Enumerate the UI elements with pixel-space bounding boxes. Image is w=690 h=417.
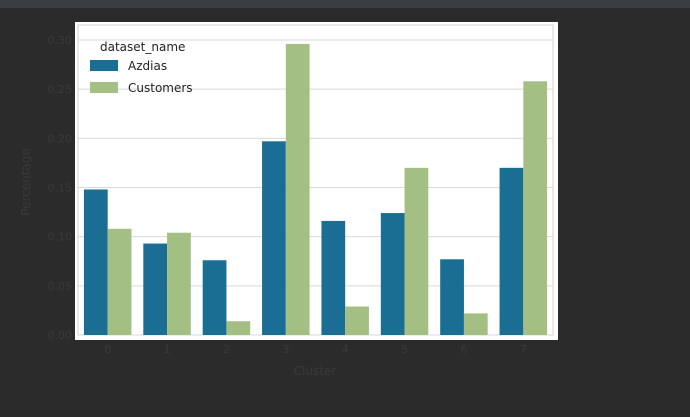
legend-label-customers: Customers: [128, 81, 193, 95]
bar-azdias-2: [202, 260, 227, 335]
bar-customers-6: [463, 313, 488, 335]
y-tick-label: 0.30: [48, 34, 73, 47]
y-tick-labels: 0.00 0.05 0.10 0.15 0.20 0.25 0.30: [48, 34, 73, 342]
bar-customers-4: [345, 306, 369, 335]
bar-customers-2: [226, 321, 251, 335]
legend-swatch-customers: [90, 82, 118, 93]
x-tick-label: 4: [342, 343, 349, 356]
x-tick-label: 1: [164, 343, 171, 356]
bar-azdias-1: [143, 243, 168, 335]
x-tick-label: 2: [223, 343, 230, 356]
x-axis-label: Cluster: [294, 364, 337, 378]
bar-azdias-5: [380, 213, 405, 335]
x-tick-label: 7: [520, 343, 527, 356]
x-tick-labels: 0 1 2 3 4 5 6 7: [104, 343, 527, 356]
x-tick-label: 0: [104, 343, 111, 356]
bar-azdias-0: [83, 189, 108, 335]
legend-title: dataset_name: [100, 40, 185, 54]
x-tick-label: 3: [282, 343, 289, 356]
bar-azdias-4: [321, 220, 346, 335]
y-tick-label: 0.20: [48, 132, 73, 145]
bar-customers-1: [167, 232, 191, 335]
x-tick-label: 5: [401, 343, 408, 356]
bar-customers-5: [404, 167, 429, 335]
x-tick-label: 6: [460, 343, 467, 356]
bar-azdias-3: [262, 141, 286, 335]
bar-azdias-6: [440, 259, 464, 335]
bars: [83, 43, 548, 335]
legend: dataset_name Azdias Customers: [90, 40, 193, 95]
y-axis-label: Percentage: [19, 148, 33, 216]
bar-customers-3: [285, 43, 310, 335]
legend-label-azdias: Azdias: [128, 59, 167, 73]
bar-customers-0: [107, 228, 132, 335]
bar-azdias-7: [499, 167, 524, 335]
y-tick-label: 0.05: [48, 280, 73, 293]
y-tick-label: 0.00: [48, 329, 73, 342]
notebook-top-bar: [0, 0, 690, 8]
y-tick-label: 0.15: [48, 182, 73, 195]
bar-customers-7: [523, 81, 548, 335]
legend-swatch-azdias: [90, 60, 118, 71]
y-tick-label: 0.25: [48, 83, 73, 96]
y-tick-label: 0.10: [48, 231, 73, 244]
